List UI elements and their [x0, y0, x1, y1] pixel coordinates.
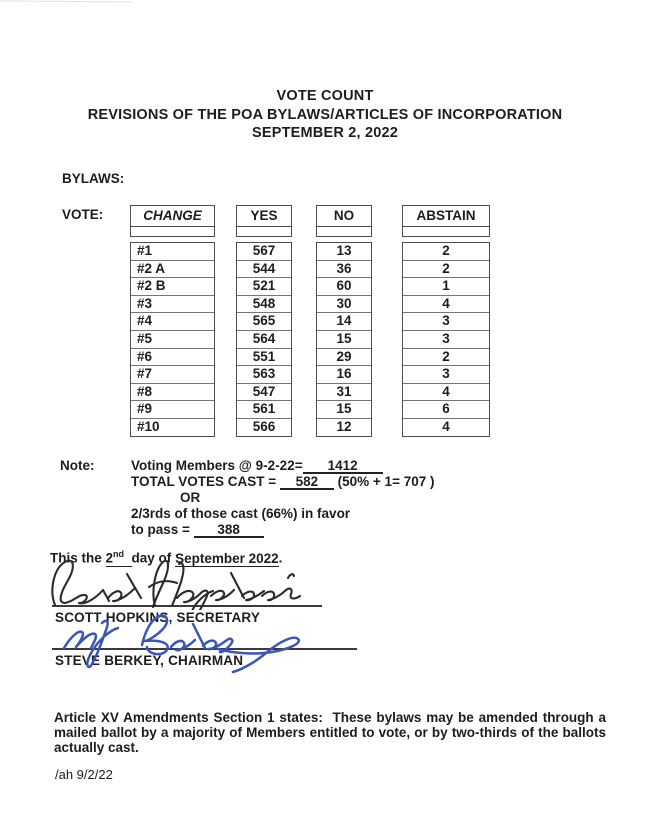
voting-members-value: 1412	[302, 459, 383, 474]
secretary-signature-line	[52, 605, 322, 607]
table-cell: 36	[317, 261, 371, 279]
title-line-1: VOTE COUNT	[276, 88, 374, 104]
header-empty-cell	[403, 227, 489, 236]
table-cell: #2 B	[131, 278, 214, 296]
date-prefix: This the	[50, 550, 106, 566]
secretary-name-label: SCOTT HOPKINS, SECRETARY	[55, 610, 261, 625]
note-text: to pass =	[131, 522, 194, 537]
table-cell: 3	[403, 366, 489, 384]
title-line-2: REVISIONS OF THE POA BYLAWS/ARTICLES OF …	[87, 106, 563, 123]
header-empty-cell	[317, 227, 371, 236]
note-label: Note:	[60, 458, 95, 473]
table-cell: 563	[237, 366, 291, 384]
date-period: .	[278, 550, 283, 566]
column-data-box: 567 544 521 548 565 564 551 563 547 561 …	[236, 242, 292, 437]
column-header-abstain: ABSTAIN	[403, 206, 489, 227]
table-cell: #6	[131, 349, 214, 367]
date-line: This the 2nd day of September 2022.	[50, 549, 282, 567]
table-cell: 4	[403, 384, 489, 402]
table-cell: #10	[137, 418, 160, 434]
table-cell: 60	[317, 278, 371, 296]
header-empty-cell	[237, 227, 291, 236]
table-cell: #7	[131, 366, 214, 384]
table-cell: 31	[317, 384, 371, 402]
table-cell: 548	[237, 296, 291, 314]
date-connector: day of	[131, 550, 176, 566]
table-cell: 551	[237, 349, 291, 367]
column-data-box: #1 #2 A #2 B #3 #4 #5 #6 #7 #8 #9 #10	[130, 242, 215, 437]
title-line-3: SEPTEMBER 2, 2022	[251, 125, 399, 141]
document-title-block: VOTE COUNT REVISIONS OF THE POA BYLAWS/A…	[0, 87, 650, 143]
note-block: Voting Members @ 9-2-22= 1412 TOTAL VOTES…	[131, 458, 434, 538]
note-text: (50% + 1= 707 )	[333, 474, 435, 489]
date-month-year: September 2022	[175, 550, 279, 567]
table-cell: 4	[442, 418, 450, 434]
table-cell: 4	[403, 296, 489, 314]
article-xv-paragraph: Article XV Amendments Section 1 states: …	[54, 710, 610, 756]
table-column-yes: YES 567 544 521 548 565 564 551 563 547 …	[236, 205, 292, 437]
note-text: Voting Members @ 9-2-22=	[131, 458, 303, 473]
table-cell: 564	[237, 331, 291, 349]
table-cell: #3	[131, 296, 214, 314]
note-line-voting-members: Voting Members @ 9-2-22= 1412	[131, 458, 434, 474]
table-cell: 567	[237, 243, 291, 261]
chairman-signature-line	[52, 648, 357, 650]
table-cell: 2	[403, 349, 489, 367]
table-column-abstain: ABSTAIN 2 2 1 4 3 3 2 3 4 6 4	[402, 205, 490, 437]
table-cell: 15	[317, 401, 371, 419]
day-number: 2	[105, 550, 114, 566]
table-cell: 6	[403, 401, 489, 419]
day-ordinal: nd	[113, 549, 125, 559]
table-cell: 29	[317, 349, 371, 367]
table-cell: 16	[317, 366, 371, 384]
column-header-box: YES	[236, 205, 292, 237]
column-header-box: ABSTAIN	[402, 205, 490, 237]
table-cell: #5	[131, 331, 214, 349]
table-cell: 2	[403, 261, 489, 279]
total-votes-value: 582	[279, 475, 334, 490]
table-cell: #8	[131, 384, 214, 402]
table-cell: 3	[403, 313, 489, 331]
vote-label: VOTE:	[62, 207, 104, 222]
table-cell: 1	[403, 278, 489, 296]
table-column-change: CHANGE #1 #2 A #2 B #3 #4 #5 #6 #7 #8 #9…	[130, 205, 215, 437]
table-cell: #4	[131, 313, 214, 331]
table-cell: 2	[403, 243, 489, 261]
table-cell: 13	[317, 243, 371, 261]
column-header-yes: YES	[237, 206, 291, 227]
table-cell: 547	[237, 384, 291, 402]
table-cell: #2 A	[131, 261, 214, 279]
table-cell: 14	[317, 313, 371, 331]
note-line-two-thirds: 2/3rds of those cast (66%) in favor	[131, 506, 351, 521]
note-line-or: OR	[180, 490, 201, 505]
table-cell: 521	[237, 278, 291, 296]
column-data-box: 2 2 1 4 3 3 2 3 4 6 4	[402, 242, 490, 437]
scan-artifact-line	[0, 0, 133, 3]
note-text: TOTAL VOTES CAST =	[131, 474, 280, 489]
column-header-no: NO	[317, 206, 371, 227]
date-day: 2nd	[105, 549, 132, 567]
table-cell: 3	[403, 331, 489, 349]
note-line-to-pass: to pass = 388	[131, 522, 434, 538]
table-cell: 565	[237, 313, 291, 331]
chairman-name-label: STEVE BERKEY, CHAIRMAN	[55, 653, 244, 668]
bylaws-section-label: BYLAWS:	[62, 171, 125, 186]
table-cell: 544	[237, 261, 291, 279]
to-pass-value: 388	[193, 523, 264, 538]
table-cell: 566	[252, 418, 276, 434]
column-header-change: CHANGE	[131, 206, 214, 227]
table-cell: 561	[237, 401, 291, 419]
table-cell: 12	[336, 418, 352, 434]
table-column-no: NO 13 36 60 30 14 15 29 16 31 15 12	[316, 205, 372, 437]
column-header-box: NO	[316, 205, 372, 237]
note-line-total-votes: TOTAL VOTES CAST = 582 (50% + 1= 707 )	[131, 474, 434, 490]
table-cell: #1	[131, 243, 214, 261]
table-cell: 15	[317, 331, 371, 349]
header-empty-cell	[131, 227, 214, 236]
table-cell: 30	[317, 296, 371, 314]
column-header-box: CHANGE	[130, 205, 215, 237]
initials-date: /ah 9/2/22	[55, 767, 113, 782]
table-cell: #9	[131, 401, 214, 419]
column-data-box: 13 36 60 30 14 15 29 16 31 15 12	[316, 242, 372, 437]
